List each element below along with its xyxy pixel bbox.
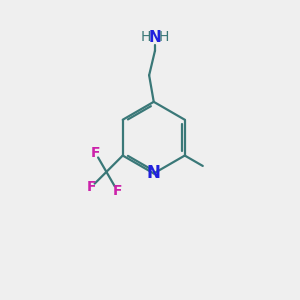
Text: F: F — [112, 184, 122, 198]
Text: F: F — [86, 180, 96, 194]
Text: N: N — [147, 164, 161, 182]
Text: H: H — [141, 30, 151, 44]
Text: H: H — [158, 30, 169, 44]
Text: F: F — [91, 146, 100, 160]
Text: N: N — [148, 30, 161, 45]
